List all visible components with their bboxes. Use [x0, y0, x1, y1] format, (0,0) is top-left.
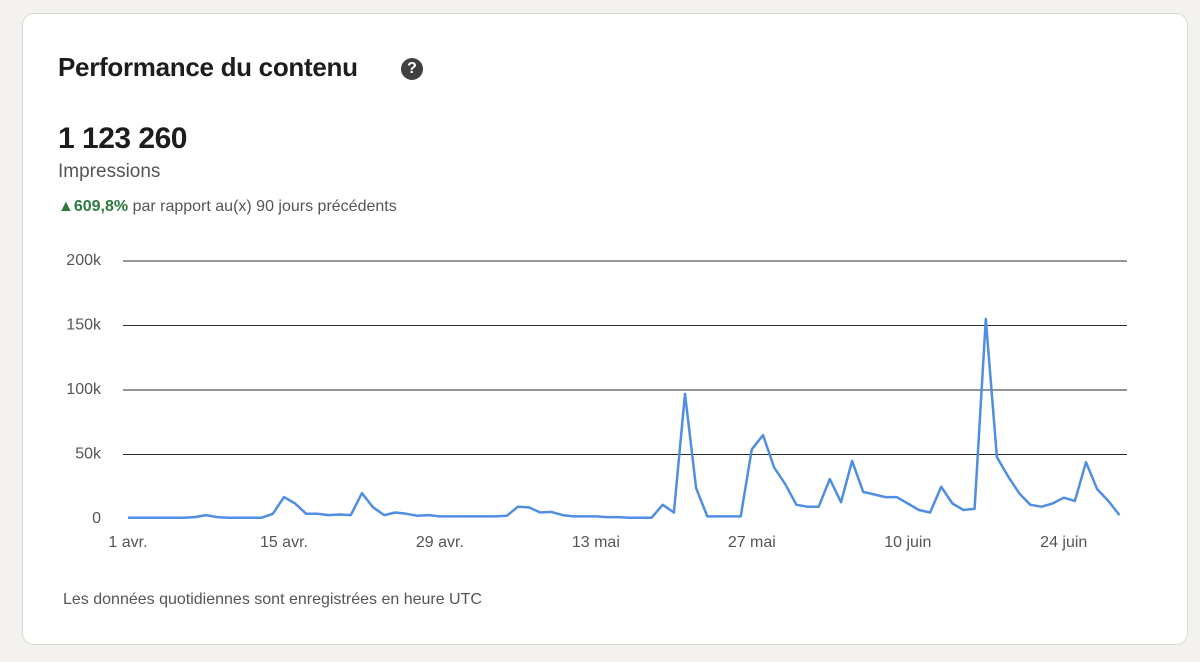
- change: ▲609,8% par rapport au(x) 90 jours précé…: [58, 198, 397, 216]
- help-icon[interactable]: ?: [401, 58, 423, 80]
- x-tick-label: 24 juin: [1040, 534, 1087, 551]
- x-tick-label: 29 avr.: [416, 534, 464, 551]
- x-tick-label: 1 avr.: [108, 534, 147, 551]
- footnote: Les données quotidiennes sont enregistré…: [63, 591, 482, 608]
- y-tick-label: 0: [92, 510, 101, 527]
- y-tick-label: 200k: [66, 252, 102, 269]
- x-tick-label: 27 mai: [728, 534, 776, 551]
- change-icon: ▲: [58, 198, 74, 215]
- x-tick-label: 13 mai: [572, 534, 620, 551]
- title: Performance du contenu: [58, 52, 358, 82]
- y-tick-label: 150k: [66, 317, 102, 334]
- x-tick-label: 15 avr.: [260, 534, 308, 551]
- y-tick-label: 100k: [66, 381, 102, 398]
- x-tick-label: 10 juin: [884, 534, 931, 551]
- line: [128, 317, 1121, 519]
- change-value: 609,8%: [73, 198, 129, 215]
- total: 1 123 260: [58, 122, 187, 155]
- metric: Impressions: [58, 161, 161, 182]
- card: Performance du contenu ? 1 123 260 Impre…: [22, 13, 1188, 645]
- comparison: par rapport au(x) 90 jours précédents: [132, 198, 397, 215]
- y-tick-label: 50k: [75, 446, 102, 463]
